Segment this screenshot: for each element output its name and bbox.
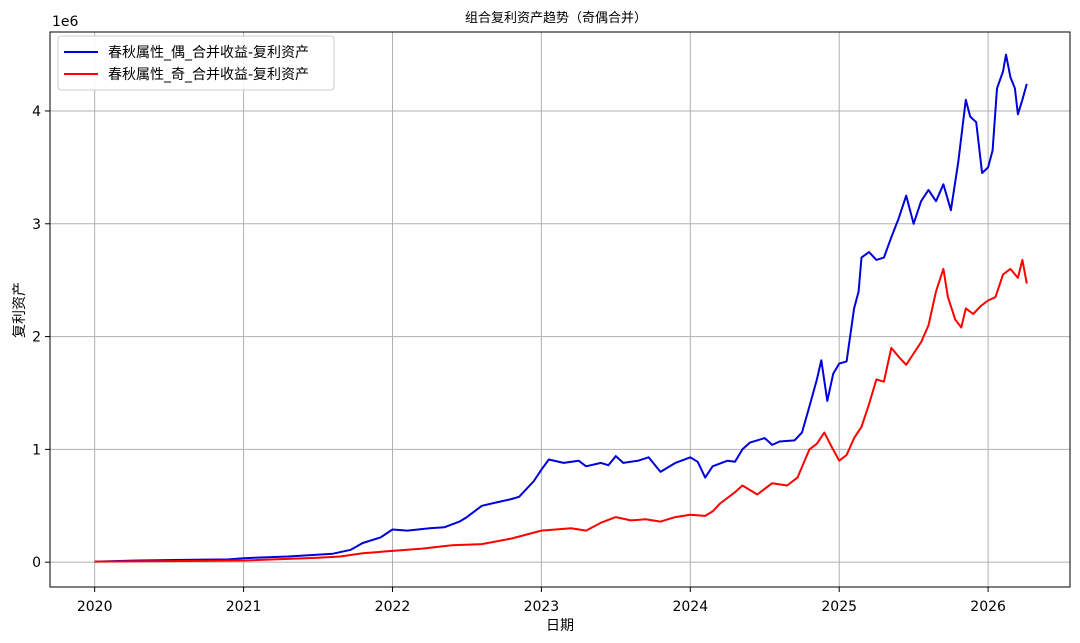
x-tick-label: 2026 <box>970 599 1006 615</box>
y-offset-label: 1e6 <box>52 14 79 30</box>
chart-title: 组合复利资产趋势（奇偶合并） <box>465 10 647 26</box>
x-tick-label: 2021 <box>226 599 262 615</box>
legend-box <box>57 35 335 91</box>
y-tick-label: 0 <box>32 555 41 571</box>
y-tick-label: 4 <box>32 104 41 120</box>
y-axis-label: 复利资产 <box>11 282 28 338</box>
plot-frame <box>49 31 1071 588</box>
x-tick-label: 2025 <box>821 599 857 615</box>
x-axis-label: 日期 <box>546 618 574 634</box>
y-tick-label: 3 <box>32 217 41 233</box>
grid <box>50 32 1070 587</box>
x-tick-label: 2024 <box>672 599 708 615</box>
x-tick-label: 2020 <box>77 599 113 615</box>
y-tick-label: 2 <box>32 330 41 346</box>
x-axis: 2020 2021 2022 2023 2024 2025 2026 <box>77 587 1006 615</box>
y-tick-label: 1 <box>32 442 41 458</box>
x-tick-label: 2023 <box>524 599 560 615</box>
series-line-1 <box>94 258 1028 563</box>
legend-label-0: 春秋属性_偶_合并收益-复利资产 <box>108 44 309 61</box>
y-axis: 0 1 2 3 4 <box>32 104 50 571</box>
legend-label-1: 春秋属性_奇_合并收益-复利资产 <box>108 66 309 83</box>
x-tick-label: 2022 <box>375 599 411 615</box>
series-line-0 <box>94 53 1028 563</box>
series-layer <box>94 53 1028 563</box>
